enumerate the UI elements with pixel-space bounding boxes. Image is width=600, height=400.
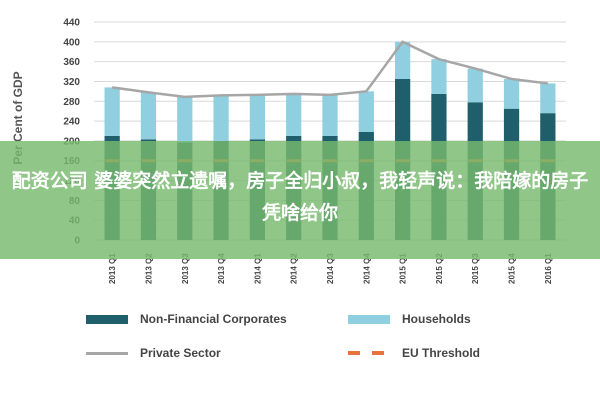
legend-item-households: Households xyxy=(348,312,471,326)
x-tick-label: 2016 Q1 xyxy=(544,253,553,284)
caption-overlay: 配资公司 婆婆突然立遗嘱，房子全归小叔，我轻声说：我陪嫁的房子凭啥给你 xyxy=(0,141,600,259)
bar-households xyxy=(503,78,520,109)
legend-item-non-financial-corporates: Non-Financial Corporates xyxy=(86,312,287,326)
private-sector-line xyxy=(111,40,548,99)
legend-label: EU Threshold xyxy=(402,346,481,360)
x-tick-label: 2013 Q4 xyxy=(217,253,226,284)
x-axis-ticks: 2013 Q1 2013 Q2 2013 Q3 2013 Q4 2014 Q1 2014 … xyxy=(108,253,553,284)
x-tick-label: 2013 Q2 xyxy=(144,253,153,284)
x-tick-label: 2015 Q4 xyxy=(508,253,517,284)
bar-households xyxy=(431,59,447,94)
x-tick-label: 2015 Q2 xyxy=(435,253,444,284)
y-tick-label: 400 xyxy=(63,37,80,48)
legend-item-eu-threshold: EU Threshold xyxy=(348,346,480,360)
legend-swatch-private-sector xyxy=(86,351,128,355)
y-tick-label: 440 xyxy=(63,18,80,29)
chart-legend: Non-Financial Corporates Households Priv… xyxy=(86,312,556,372)
x-tick-label: 2014 Q3 xyxy=(326,253,335,284)
bar-households xyxy=(177,96,193,143)
bar-households xyxy=(140,92,157,140)
y-tick-label: 280 xyxy=(63,97,80,108)
x-tick-label: 2015 Q1 xyxy=(399,253,408,284)
bar-households xyxy=(213,95,229,141)
y-tick-label: 360 xyxy=(63,57,80,68)
y-tick-label: 320 xyxy=(63,77,80,88)
x-tick-label: 2013 Q3 xyxy=(181,253,190,284)
bar-households xyxy=(249,94,266,140)
legend-item-private-sector: Private Sector xyxy=(86,346,221,360)
bar-households xyxy=(358,91,374,132)
legend-swatch-eu-threshold xyxy=(348,351,390,355)
x-tick-label: 2014 Q4 xyxy=(362,253,371,284)
x-tick-label: 2014 Q2 xyxy=(290,253,299,284)
y-tick-label: 240 xyxy=(63,117,80,128)
caption-text: 配资公司 婆婆突然立遗嘱，房子全归小叔，我轻声说：我陪嫁的房子凭啥给你 xyxy=(11,170,589,224)
legend-swatch-non-financial-corporates xyxy=(86,314,128,324)
x-tick-label: 2015 Q3 xyxy=(471,253,480,284)
bar-households xyxy=(394,41,411,79)
legend-label: Non-Financial Corporates xyxy=(140,312,287,326)
bar-households xyxy=(540,83,556,114)
legend-label: Households xyxy=(402,312,471,326)
bar-households xyxy=(322,94,338,136)
legend-label: Private Sector xyxy=(140,346,221,360)
x-tick-label: 2013 Q1 xyxy=(108,253,117,284)
legend-swatch-households xyxy=(348,314,390,324)
bar-households xyxy=(286,93,302,136)
bar-households xyxy=(104,87,120,136)
bar-households xyxy=(467,68,483,103)
x-tick-label: 2014 Q1 xyxy=(253,253,262,284)
